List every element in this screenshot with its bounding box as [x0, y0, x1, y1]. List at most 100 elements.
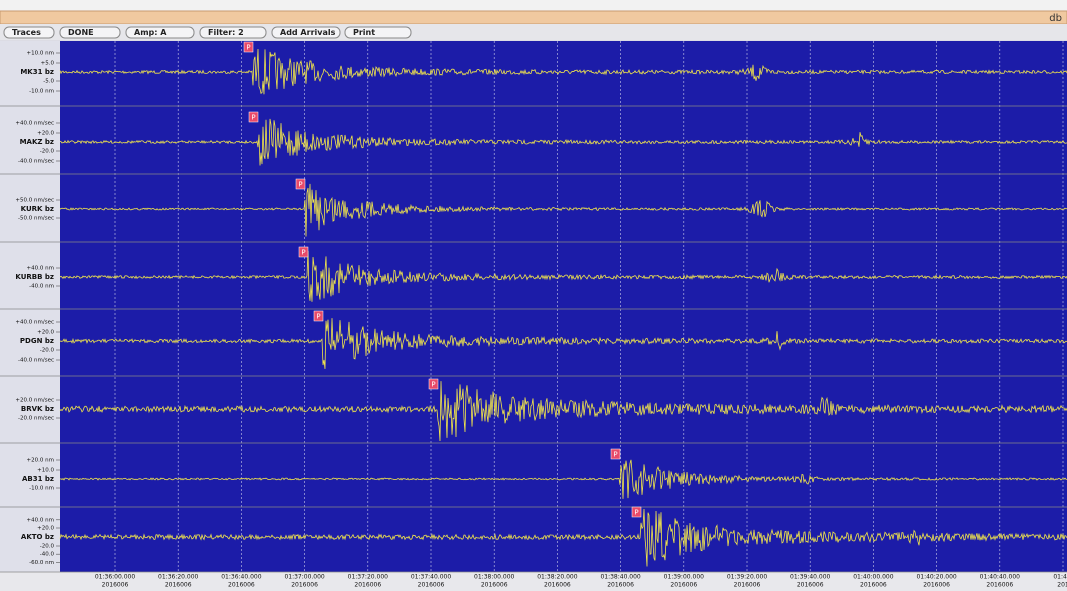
amp-label: +20.0 nm — [27, 458, 54, 464]
amp-label: -20.0 nm/sec — [18, 416, 54, 422]
amp-label: +20.0 nm/sec — [15, 398, 54, 404]
time-label: 01:39:00.000 — [664, 574, 704, 581]
pick-label: P — [431, 381, 435, 389]
date-label: 2016006 — [797, 582, 824, 589]
amp-label: -60.0 nm — [29, 560, 54, 566]
time-label: 01:38:00.000 — [474, 574, 514, 581]
station-label: PDGN bz — [20, 337, 54, 345]
date-label: 2016006 — [860, 582, 887, 589]
pick-label: P — [251, 114, 255, 122]
toolbar-button-label[interactable]: DONE — [68, 28, 94, 37]
date-label: 2016006 — [670, 582, 697, 589]
amp-label: +40.0 nm/sec — [15, 320, 54, 326]
waveform — [59, 118, 1067, 166]
pick-label: P — [316, 313, 320, 321]
amp-label: +10.0 — [37, 468, 54, 474]
waveform — [59, 459, 1067, 499]
time-label: 01:41: — [1053, 574, 1067, 581]
pick-flag — [298, 246, 309, 258]
time-label: 01:36:00.000 — [95, 574, 135, 581]
window-title: db — [1049, 13, 1062, 24]
waveform — [59, 183, 1067, 237]
date-label: 2016006 — [607, 582, 634, 589]
plot-area — [60, 41, 1067, 572]
time-axis — [0, 572, 1067, 591]
amp-label: +20.0 — [37, 330, 54, 336]
pick-flag — [313, 310, 324, 322]
amp-label: -20.0 — [40, 348, 55, 354]
pick-flag — [610, 448, 621, 460]
station-label: AB31 bz — [22, 475, 54, 483]
toolbar-button[interactable] — [125, 26, 195, 39]
pick-flag — [248, 111, 259, 123]
station-label: AKTO bz — [21, 533, 54, 541]
waveform — [59, 318, 1067, 369]
date-label: 2016006 — [986, 582, 1013, 589]
date-label: 201 — [1057, 582, 1067, 589]
label-column — [0, 41, 60, 572]
station-label: MK31 bz — [20, 68, 54, 76]
time-label: 01:40:40.000 — [980, 574, 1020, 581]
pick-label: P — [246, 44, 250, 52]
pick-label: P — [634, 509, 638, 517]
time-label: 01:39:40.000 — [790, 574, 830, 581]
toolbar-button-label[interactable]: Print — [353, 28, 375, 37]
waveform — [59, 508, 1067, 567]
date-label: 2016006 — [354, 582, 381, 589]
station-label: KURBB bz — [15, 273, 54, 281]
time-label: 01:40:00.000 — [853, 574, 893, 581]
amp-label: +40.0 nm — [27, 517, 54, 523]
toolbar-button[interactable] — [3, 26, 55, 39]
toolbar-button-label[interactable]: Add Arrivals — [280, 28, 336, 37]
date-label: 2016006 — [291, 582, 318, 589]
title-bar — [0, 10, 1067, 25]
date-label: 2016006 — [544, 582, 571, 589]
amp-label: +40.0 nm — [27, 266, 54, 272]
pick-flag — [428, 378, 439, 390]
pick-label: P — [298, 181, 302, 189]
amp-label: +20.0 — [37, 526, 54, 532]
pick-flag — [631, 506, 642, 518]
amp-label: +50.0 nm/sec — [15, 198, 54, 204]
time-label: 01:37:40.000 — [411, 574, 451, 581]
date-label: 2016006 — [418, 582, 445, 589]
time-label: 01:39:20.000 — [727, 574, 767, 581]
time-label: 01:36:20.000 — [158, 574, 198, 581]
pick-label: P — [613, 451, 617, 459]
toolbar-button[interactable] — [344, 26, 412, 39]
station-label: MAKZ bz — [20, 138, 54, 146]
amp-label: -40.0 nm — [29, 284, 54, 290]
date-label: 2016006 — [923, 582, 950, 589]
pick-flag — [295, 178, 306, 190]
time-label: 01:38:40.000 — [600, 574, 640, 581]
pick-flag — [243, 41, 254, 53]
amp-label: +5.0 — [41, 61, 55, 67]
amp-label: +20.0 — [37, 131, 54, 137]
amp-label: -20.0 — [40, 544, 55, 550]
station-label: KURK bz — [21, 205, 54, 213]
toolbar-button-label[interactable]: Amp: A — [134, 28, 167, 37]
date-label: 2016006 — [734, 582, 761, 589]
amp-label: +40.0 nm/sec — [15, 121, 54, 127]
waveform — [59, 48, 1067, 95]
date-label: 2016006 — [165, 582, 192, 589]
time-label: 01:38:20.000 — [537, 574, 577, 581]
time-label: 01:37:20.000 — [348, 574, 388, 581]
amp-label: -40.0 — [40, 552, 55, 558]
toolbar-button-label[interactable]: Traces — [12, 28, 41, 37]
amp-label: +10.0 nm — [27, 51, 54, 57]
waveform — [59, 381, 1067, 442]
pick-label: P — [301, 249, 305, 257]
station-label: BRVK bz — [21, 405, 54, 413]
toolbar-button[interactable] — [59, 26, 121, 39]
toolbar-button-label[interactable]: Filter: 2 — [208, 28, 244, 37]
toolbar-button[interactable] — [271, 26, 341, 39]
toolbar-button[interactable] — [199, 26, 267, 39]
time-label: 01:37:00.000 — [284, 574, 324, 581]
time-label: 01:40:20.000 — [916, 574, 956, 581]
time-label: 01:36:40.000 — [221, 574, 261, 581]
amp-label: -20.0 — [40, 149, 55, 155]
amp-label: -40.0 nm/sec — [18, 358, 54, 364]
